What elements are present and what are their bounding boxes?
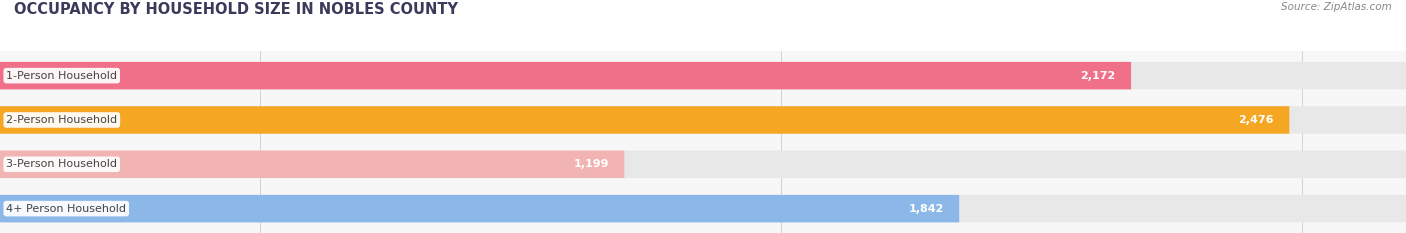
Text: 3-Person Household: 3-Person Household (6, 159, 117, 169)
FancyBboxPatch shape (0, 62, 1130, 89)
FancyBboxPatch shape (0, 195, 959, 222)
FancyBboxPatch shape (0, 151, 624, 178)
Text: 2,172: 2,172 (1080, 71, 1115, 81)
Text: OCCUPANCY BY HOUSEHOLD SIZE IN NOBLES COUNTY: OCCUPANCY BY HOUSEHOLD SIZE IN NOBLES CO… (14, 2, 458, 17)
Text: 2-Person Household: 2-Person Household (6, 115, 117, 125)
Text: 1-Person Household: 1-Person Household (6, 71, 117, 81)
FancyBboxPatch shape (0, 195, 1406, 222)
FancyBboxPatch shape (0, 62, 1406, 89)
FancyBboxPatch shape (0, 151, 1406, 178)
Text: Source: ZipAtlas.com: Source: ZipAtlas.com (1281, 2, 1392, 12)
Text: 4+ Person Household: 4+ Person Household (6, 204, 127, 214)
FancyBboxPatch shape (0, 106, 1289, 134)
Text: 1,199: 1,199 (574, 159, 609, 169)
Text: 1,842: 1,842 (908, 204, 943, 214)
Text: 2,476: 2,476 (1239, 115, 1274, 125)
FancyBboxPatch shape (0, 106, 1406, 134)
